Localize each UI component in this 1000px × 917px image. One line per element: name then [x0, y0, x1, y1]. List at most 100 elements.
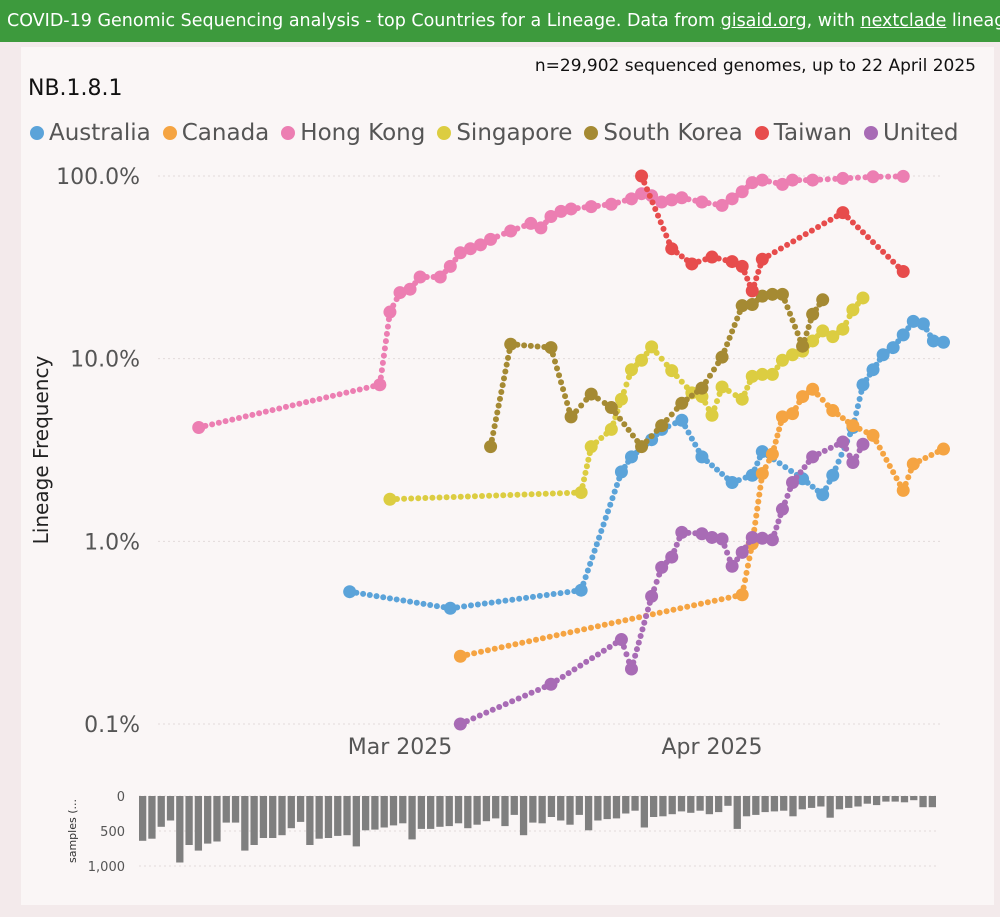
samples-bar[interactable] — [519, 796, 528, 836]
data-point[interactable] — [504, 224, 518, 238]
data-point[interactable] — [765, 367, 779, 381]
data-point[interactable] — [755, 445, 769, 459]
data-point[interactable] — [524, 216, 538, 230]
data-point[interactable] — [735, 392, 749, 406]
data-point[interactable] — [725, 255, 739, 269]
samples-bar[interactable] — [278, 796, 286, 836]
data-point[interactable] — [806, 450, 820, 464]
data-point[interactable] — [876, 348, 890, 362]
samples-bar[interactable] — [343, 796, 351, 836]
samples-bar[interactable] — [752, 796, 760, 815]
data-point[interactable] — [534, 221, 548, 235]
samples-bar[interactable] — [352, 796, 360, 847]
data-point[interactable] — [383, 305, 397, 319]
data-point[interactable] — [635, 440, 649, 454]
data-point[interactable] — [463, 242, 477, 256]
data-point[interactable] — [745, 530, 759, 544]
data-point[interactable] — [715, 380, 729, 394]
samples-bar[interactable] — [482, 796, 491, 822]
samples-bar[interactable] — [789, 796, 797, 817]
samples-bar[interactable] — [854, 796, 862, 807]
data-point[interactable] — [192, 420, 206, 434]
data-point[interactable] — [604, 197, 618, 211]
samples-bar[interactable] — [882, 796, 890, 802]
legend-item-singapore[interactable]: Singapore — [437, 120, 572, 146]
data-point[interactable] — [715, 532, 729, 546]
samples-bar[interactable] — [287, 796, 295, 829]
data-point[interactable] — [906, 457, 920, 471]
data-point[interactable] — [675, 525, 689, 539]
data-point[interactable] — [745, 297, 759, 311]
data-point[interactable] — [816, 293, 830, 307]
samples-bar[interactable] — [148, 796, 156, 839]
data-point[interactable] — [755, 173, 769, 187]
samples-bar[interactable] — [891, 796, 899, 802]
samples-bar[interactable] — [473, 796, 481, 825]
data-point[interactable] — [504, 337, 518, 351]
data-point[interactable] — [705, 530, 719, 544]
samples-bar[interactable] — [770, 796, 779, 812]
data-point[interactable] — [695, 195, 709, 209]
data-point[interactable] — [735, 545, 749, 559]
data-point[interactable] — [755, 531, 769, 545]
data-point[interactable] — [685, 257, 699, 271]
samples-bar[interactable] — [510, 796, 518, 815]
data-point[interactable] — [775, 410, 789, 424]
data-point[interactable] — [846, 419, 860, 433]
data-point[interactable] — [826, 404, 840, 418]
samples-bar[interactable] — [361, 796, 370, 831]
data-point[interactable] — [936, 335, 950, 349]
data-point[interactable] — [806, 334, 820, 348]
samples-bar[interactable] — [157, 796, 165, 827]
legend-item-hong-kong[interactable]: Hong Kong — [281, 120, 425, 146]
data-point[interactable] — [775, 502, 789, 516]
samples-bar[interactable] — [185, 796, 193, 845]
samples-bar[interactable] — [501, 796, 509, 827]
data-point[interactable] — [826, 330, 840, 344]
data-point[interactable] — [896, 169, 910, 183]
data-point[interactable] — [544, 677, 558, 691]
samples-bar[interactable] — [427, 796, 435, 829]
samples-bar[interactable] — [659, 796, 667, 817]
samples-bar[interactable] — [241, 796, 249, 851]
samples-bar[interactable] — [817, 796, 825, 807]
legend-item-taiwan[interactable]: Taiwan — [754, 120, 852, 146]
samples-bar[interactable] — [269, 796, 277, 838]
samples-bar[interactable] — [631, 796, 639, 811]
data-point[interactable] — [635, 353, 649, 367]
data-point[interactable] — [755, 367, 769, 381]
data-point[interactable] — [916, 317, 930, 331]
data-point[interactable] — [745, 468, 759, 482]
data-point[interactable] — [705, 250, 719, 264]
data-point[interactable] — [775, 177, 789, 191]
data-point[interactable] — [856, 378, 870, 392]
data-point[interactable] — [806, 382, 820, 396]
data-point[interactable] — [836, 171, 850, 185]
data-point[interactable] — [443, 601, 457, 615]
data-point[interactable] — [635, 169, 649, 183]
data-point[interactable] — [856, 291, 870, 305]
samples-bar[interactable] — [742, 796, 751, 817]
data-point[interactable] — [645, 340, 659, 354]
samples-bar[interactable] — [445, 796, 453, 827]
data-point[interactable] — [584, 387, 598, 401]
data-point[interactable] — [775, 353, 789, 367]
samples-bar[interactable] — [872, 796, 881, 806]
samples-bar[interactable] — [436, 796, 444, 827]
data-point[interactable] — [624, 662, 638, 676]
samples-bar[interactable] — [668, 796, 676, 815]
data-point[interactable] — [614, 392, 628, 406]
samples-bar[interactable] — [492, 796, 500, 819]
samples-bar[interactable] — [807, 796, 816, 808]
samples-bar[interactable] — [557, 796, 565, 821]
data-point[interactable] — [413, 270, 427, 284]
data-point[interactable] — [695, 527, 709, 541]
samples-bar[interactable] — [705, 796, 714, 815]
data-point[interactable] — [836, 322, 850, 336]
data-point[interactable] — [584, 200, 598, 214]
data-point[interactable] — [796, 339, 810, 353]
samples-bar[interactable] — [371, 796, 379, 830]
data-point[interactable] — [786, 348, 800, 362]
data-point[interactable] — [806, 307, 820, 321]
gisaid-link[interactable]: gisaid.org — [720, 11, 807, 31]
